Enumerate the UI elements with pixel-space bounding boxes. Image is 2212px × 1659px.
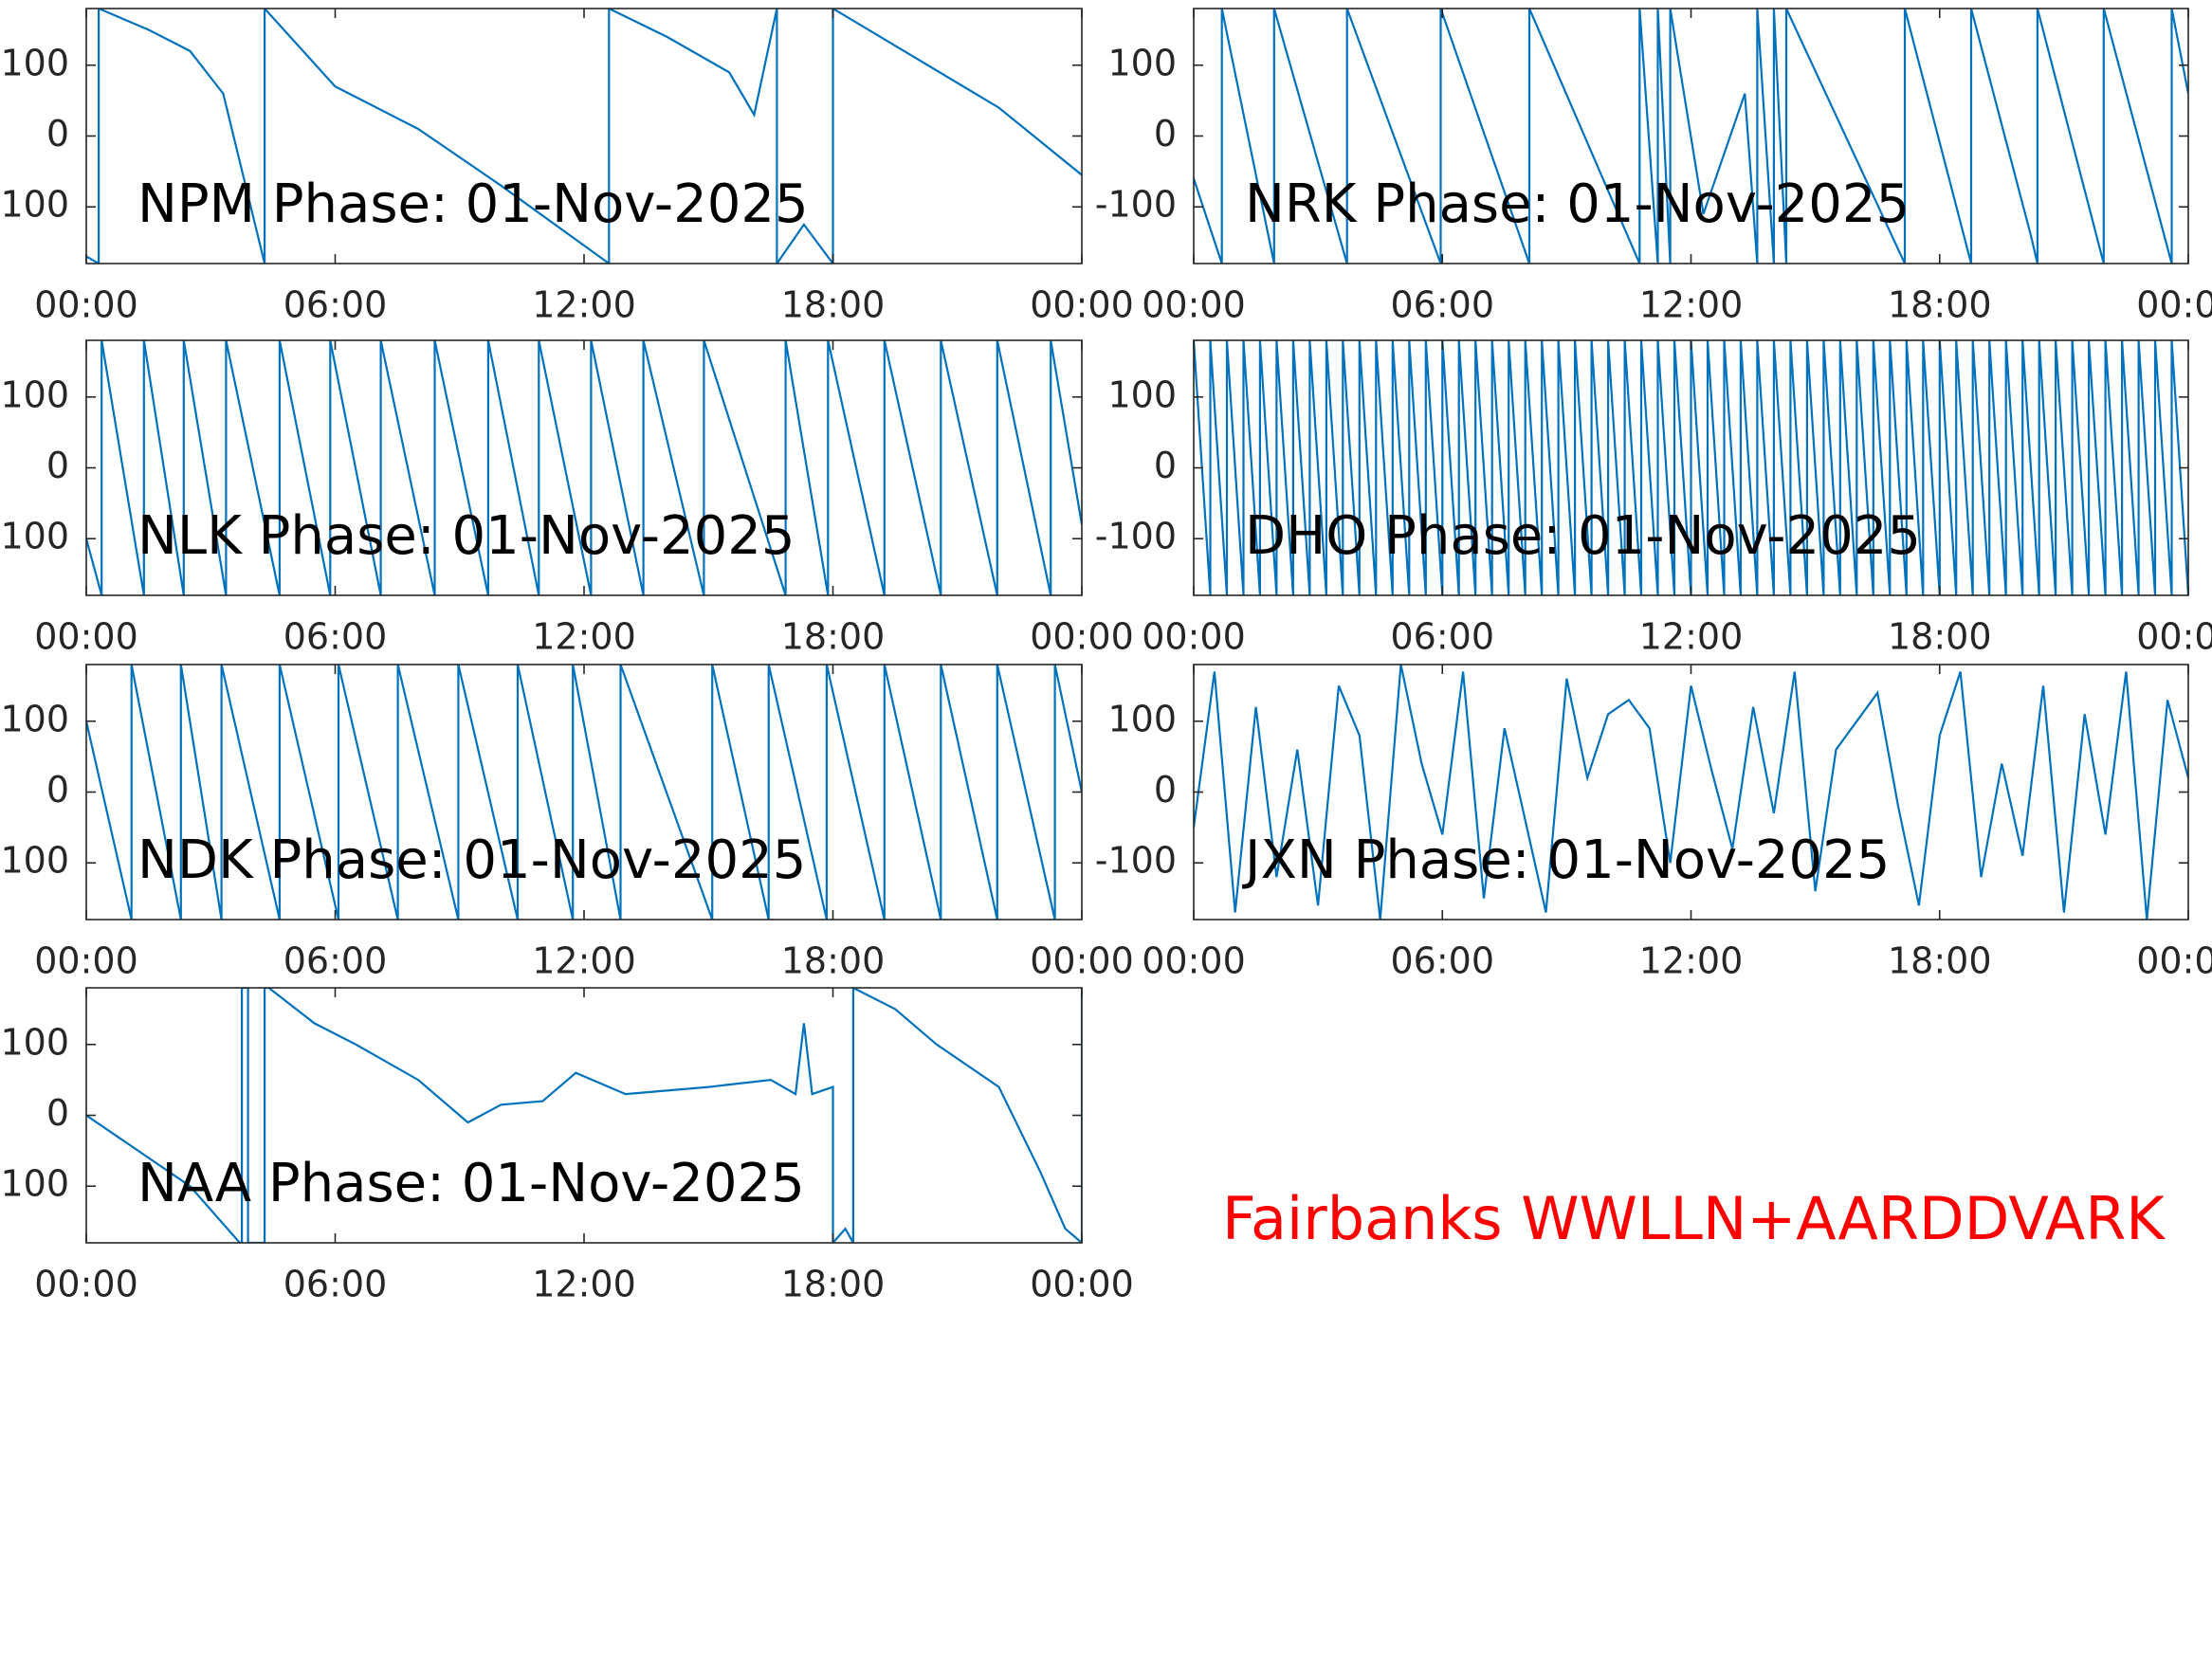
x-tick-label: 12:00 (532, 940, 636, 982)
plot-area (86, 9, 1082, 264)
phase-line (1194, 9, 2188, 264)
x-tick-label: 18:00 (1888, 616, 1992, 658)
x-tick-label: 00:00 (1142, 940, 1246, 982)
y-tick-label: 0 (46, 1092, 69, 1134)
phase-line (86, 665, 1082, 920)
panel: NRK Phase: 01-Nov-2025 00:00 06:00 12:00 18:… (1095, 8, 2212, 326)
x-tick-label: 12:00 (1639, 940, 1744, 982)
panel: NDK Phase: 01-Nov-2025 00:00 06:00 12:00 18:… (0, 664, 1134, 982)
phase-line (1194, 340, 2188, 595)
y-tick-label: -100 (1095, 840, 1177, 882)
y-tick-label: 0 (46, 445, 69, 486)
chart-title: NPM Phase: 01-Nov-2025 (137, 173, 809, 235)
panel: NPM Phase: 01-Nov-2025 00:00 06:00 12:00 18:… (0, 8, 1134, 326)
chart-title: NDK Phase: 01-Nov-2025 (137, 830, 806, 891)
y-tick-label: 0 (1154, 113, 1177, 155)
y-tick-label: 0 (1154, 445, 1177, 486)
y-tick-label: 100 (0, 42, 69, 83)
x-tick-label: 12:00 (532, 284, 636, 326)
y-tick-label: 0 (46, 769, 69, 811)
x-tick-label: 06:00 (283, 616, 388, 658)
chart-title: NLK Phase: 01-Nov-2025 (137, 505, 795, 567)
x-tick-label: 18:00 (781, 1264, 886, 1305)
phase-line (86, 340, 1082, 595)
panel: JXN Phase: 01-Nov-2025 00:00 06:00 12:00 18:… (1095, 664, 2212, 982)
x-tick-label: 00:00 (34, 284, 138, 326)
x-tick-label: 00:00 (1030, 1264, 1134, 1305)
phase-line (86, 9, 1082, 264)
plot-area (86, 988, 1082, 1243)
phase-line (1194, 665, 2188, 920)
x-tick-label: 00:00 (2136, 284, 2212, 326)
x-tick-label: 00:00 (34, 1264, 138, 1305)
y-tick-label: -100 (1095, 516, 1177, 557)
y-tick-label: 100 (1107, 698, 1177, 739)
y-tick-label: 100 (1107, 374, 1177, 415)
y-tick-label: 100 (0, 698, 69, 739)
chart-title: NAA Phase: 01-Nov-2025 (137, 1153, 805, 1214)
x-tick-label: 00:00 (34, 616, 138, 658)
x-tick-label: 06:00 (283, 284, 388, 326)
x-tick-label: 18:00 (1888, 284, 1992, 326)
y-tick-label: -100 (1095, 184, 1177, 226)
x-tick-label: 06:00 (1390, 940, 1494, 982)
y-tick-label: 0 (46, 113, 69, 155)
x-tick-label: 06:00 (283, 940, 388, 982)
plot-area (86, 665, 1082, 920)
x-tick-label: 00:00 (2136, 616, 2212, 658)
chart-title: DHO Phase: 01-Nov-2025 (1245, 505, 1921, 567)
x-tick-label: 06:00 (283, 1264, 388, 1305)
panel: NAA Phase: 01-Nov-2025 00:00 06:00 12:00 18:… (0, 987, 1134, 1305)
y-tick-label: -100 (0, 184, 69, 226)
x-tick-label: 06:00 (1390, 616, 1494, 658)
x-tick-label: 18:00 (781, 616, 886, 658)
x-tick-label: 00:00 (1142, 616, 1246, 658)
x-tick-label: 00:00 (2136, 940, 2212, 982)
chart-title: JXN Phase: 01-Nov-2025 (1242, 830, 1890, 891)
panel: NLK Phase: 01-Nov-2025 00:00 06:00 12:00 18:… (0, 339, 1134, 658)
footer-label: Fairbanks WWLLN+AARDDVARK (1222, 1184, 2166, 1253)
x-tick-label: 12:00 (532, 616, 636, 658)
chart-title: NRK Phase: 01-Nov-2025 (1245, 173, 1910, 235)
x-tick-label: 00:00 (1030, 284, 1134, 326)
y-tick-label: -100 (0, 840, 69, 882)
x-tick-label: 00:00 (1030, 616, 1134, 658)
y-tick-label: 0 (1154, 769, 1177, 811)
x-tick-label: 12:00 (532, 1264, 636, 1305)
x-tick-label: 18:00 (781, 940, 886, 982)
x-tick-label: 00:00 (34, 940, 138, 982)
x-tick-label: 12:00 (1639, 616, 1744, 658)
x-tick-label: 00:00 (1142, 284, 1246, 326)
y-tick-label: -100 (0, 1163, 69, 1205)
y-tick-label: -100 (0, 516, 69, 557)
y-tick-label: 100 (0, 374, 69, 415)
x-tick-label: 18:00 (781, 284, 886, 326)
panel: DHO Phase: 01-Nov-2025 00:00 06:00 12:00 18:… (1095, 339, 2212, 658)
x-tick-label: 18:00 (1888, 940, 1992, 982)
phase-line (86, 988, 1082, 1243)
x-tick-label: 12:00 (1639, 284, 1744, 326)
y-tick-label: 100 (1107, 42, 1177, 83)
x-tick-label: 06:00 (1390, 284, 1494, 326)
x-tick-label: 00:00 (1030, 940, 1134, 982)
y-tick-label: 100 (0, 1021, 69, 1063)
plot-area (1194, 665, 2188, 920)
